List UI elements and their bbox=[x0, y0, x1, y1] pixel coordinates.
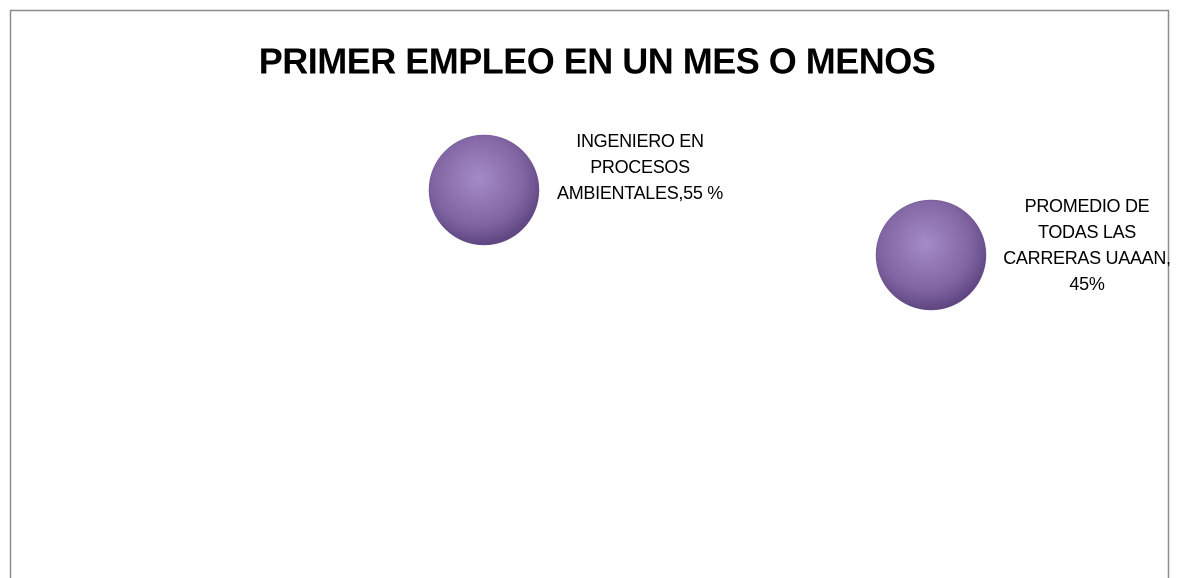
bubble bbox=[875, 199, 987, 311]
data-label: INGENIERO EN PROCESOS AMBIENTALES,55 % bbox=[557, 131, 723, 203]
bubble bbox=[428, 134, 540, 246]
data-label: PROMEDIO DE TODAS LAS CARRERAS UAAAN, 45… bbox=[1003, 196, 1171, 294]
chart-frame bbox=[9, 9, 1170, 578]
chart-title: PRIMER EMPLEO EN UN MES O MENOS bbox=[259, 41, 936, 82]
